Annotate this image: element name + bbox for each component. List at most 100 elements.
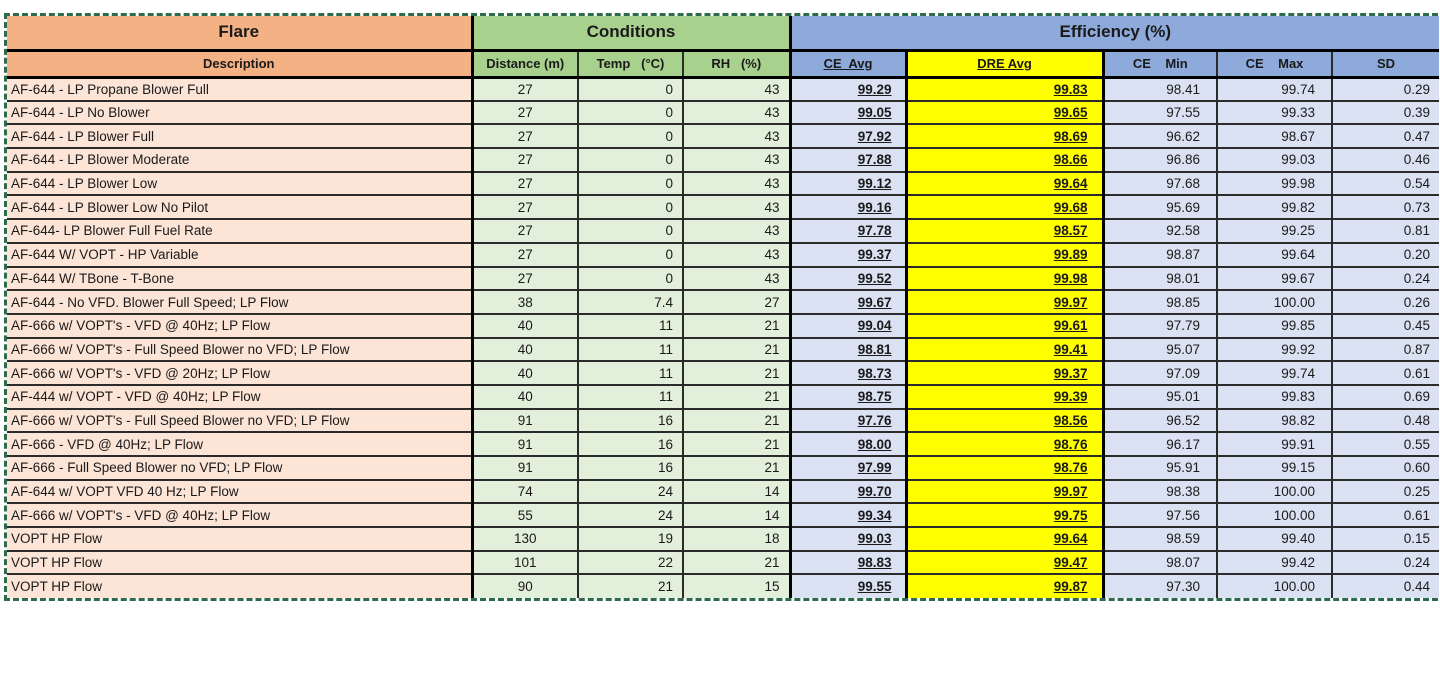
cell-rh: 14 <box>681 478 792 505</box>
cell-description: AF-644 W/ VOPT - HP Variable <box>6 241 473 268</box>
cell-dre-avg: 99.39 <box>904 383 1105 410</box>
cell-sd: 0.24 <box>1331 549 1440 576</box>
cell-sd: 0.60 <box>1331 455 1440 481</box>
cell-distance: 27 <box>470 218 579 244</box>
cell-sd: 0.20 <box>1331 241 1440 268</box>
cell-description: AF-644 - LP Blower Low No Pilot <box>6 194 473 221</box>
cell-ce-min: 95.07 <box>1102 336 1219 363</box>
group-header-conditions: Conditions <box>470 15 792 52</box>
cell-distance: 130 <box>470 526 579 552</box>
cell-temp: 16 <box>577 407 684 434</box>
cell-rh: 21 <box>681 549 792 576</box>
column-header-rh: RH (%) <box>681 49 792 79</box>
cell-sd: 0.46 <box>1331 147 1440 173</box>
cell-ce-min: 96.17 <box>1102 431 1219 457</box>
cell-temp: 0 <box>577 99 684 126</box>
cell-distance: 27 <box>470 99 579 126</box>
cell-ce-min: 96.86 <box>1102 147 1219 173</box>
cell-ce-max: 99.82 <box>1216 194 1334 221</box>
cell-rh: 15 <box>681 573 792 600</box>
table-row: AF-644 - LP Blower Low No Pilot 27 0 43 … <box>6 194 1440 221</box>
cell-sd: 0.55 <box>1331 431 1440 457</box>
cell-dre-avg: 99.61 <box>904 312 1105 339</box>
table-row: AF-666 w/ VOPT's - VFD @ 40Hz; LP Flow 5… <box>6 502 1440 529</box>
cell-sd: 0.54 <box>1331 170 1440 197</box>
table-row: VOPT HP Flow 130 19 18 99.03 99.64 98.59… <box>6 526 1440 552</box>
cell-description: AF-644 - LP Blower Moderate <box>6 147 473 173</box>
cell-sd: 0.61 <box>1331 360 1440 386</box>
cell-dre-avg: 98.69 <box>904 123 1105 150</box>
cell-ce-min: 98.01 <box>1102 265 1219 292</box>
group-header-efficiency: Efficiency (%) <box>788 15 1440 52</box>
cell-ce-avg: 99.04 <box>788 312 908 339</box>
cell-description: AF-644 - LP Propane Blower Full <box>6 76 473 102</box>
cell-rh: 43 <box>681 76 792 102</box>
table-header: Flare Conditions Efficiency (%) Descript… <box>6 15 1440 79</box>
cell-ce-avg: 99.34 <box>788 502 908 529</box>
table-row: AF-444 w/ VOPT - VFD @ 40Hz; LP Flow 40 … <box>6 383 1440 410</box>
cell-distance: 74 <box>470 478 579 505</box>
cell-dre-avg: 99.87 <box>904 573 1105 600</box>
cell-temp: 0 <box>577 241 684 268</box>
cell-dre-avg: 98.56 <box>904 407 1105 434</box>
flare-efficiency-table: Flare Conditions Efficiency (%) Descript… <box>6 15 1440 600</box>
cell-distance: 40 <box>470 336 579 363</box>
cell-distance: 40 <box>470 312 579 339</box>
cell-ce-max: 99.85 <box>1216 312 1334 339</box>
cell-temp: 19 <box>577 526 684 552</box>
cell-rh: 21 <box>681 431 792 457</box>
table-row: AF-644 - LP Blower Full 27 0 43 97.92 98… <box>6 123 1440 150</box>
table-row: AF-666 - Full Speed Blower no VFD; LP Fl… <box>6 455 1440 481</box>
cell-rh: 43 <box>681 241 792 268</box>
table-row: VOPT HP Flow 90 21 15 99.55 99.87 97.30 … <box>6 573 1440 600</box>
cell-sd: 0.45 <box>1331 312 1440 339</box>
cell-distance: 91 <box>470 407 579 434</box>
cell-distance: 101 <box>470 549 579 576</box>
cell-dre-avg: 99.75 <box>904 502 1105 529</box>
cell-distance: 40 <box>470 383 579 410</box>
cell-ce-max: 99.25 <box>1216 218 1334 244</box>
cell-distance: 91 <box>470 455 579 481</box>
cell-ce-min: 98.87 <box>1102 241 1219 268</box>
cell-rh: 43 <box>681 218 792 244</box>
cell-description: AF-666 w/ VOPT's - VFD @ 40Hz; LP Flow <box>6 312 473 339</box>
cell-description: AF-666 w/ VOPT's - Full Speed Blower no … <box>6 336 473 363</box>
table-row: AF-644- LP Blower Full Fuel Rate 27 0 43… <box>6 218 1440 244</box>
cell-description: AF-644 - LP Blower Full <box>6 123 473 150</box>
cell-temp: 0 <box>577 76 684 102</box>
cell-rh: 43 <box>681 123 792 150</box>
column-header-distance: Distance (m) <box>470 49 579 79</box>
cell-ce-min: 92.58 <box>1102 218 1219 244</box>
cell-ce-max: 100.00 <box>1216 502 1334 529</box>
cell-rh: 43 <box>681 194 792 221</box>
cell-distance: 27 <box>470 265 579 292</box>
cell-description: AF-666 w/ VOPT's - VFD @ 20Hz; LP Flow <box>6 360 473 386</box>
table-row: AF-644 - LP Propane Blower Full 27 0 43 … <box>6 76 1440 102</box>
cell-ce-min: 97.56 <box>1102 502 1219 529</box>
table-row: AF-644 W/ TBone - T-Bone 27 0 43 99.52 9… <box>6 265 1440 292</box>
cell-ce-avg: 99.67 <box>788 289 908 315</box>
cell-ce-max: 99.64 <box>1216 241 1334 268</box>
cell-sd: 0.47 <box>1331 123 1440 150</box>
cell-dre-avg: 99.65 <box>904 99 1105 126</box>
cell-dre-avg: 99.37 <box>904 360 1105 386</box>
cell-description: AF-644 - LP Blower Low <box>6 170 473 197</box>
table-row: AF-666 w/ VOPT's - Full Speed Blower no … <box>6 407 1440 434</box>
cell-ce-min: 98.85 <box>1102 289 1219 315</box>
cell-ce-avg: 98.73 <box>788 360 908 386</box>
cell-description: AF-644 - No VFD. Blower Full Speed; LP F… <box>6 289 473 315</box>
cell-temp: 24 <box>577 478 684 505</box>
cell-distance: 27 <box>470 241 579 268</box>
cell-temp: 24 <box>577 502 684 529</box>
cell-distance: 27 <box>470 76 579 102</box>
cell-ce-avg: 97.78 <box>788 218 908 244</box>
cell-rh: 43 <box>681 170 792 197</box>
cell-temp: 0 <box>577 170 684 197</box>
cell-ce-min: 97.68 <box>1102 170 1219 197</box>
cell-rh: 27 <box>681 289 792 315</box>
cell-temp: 16 <box>577 455 684 481</box>
cell-distance: 27 <box>470 147 579 173</box>
cell-temp: 21 <box>577 573 684 600</box>
cell-ce-avg: 99.70 <box>788 478 908 505</box>
cell-temp: 7.4 <box>577 289 684 315</box>
